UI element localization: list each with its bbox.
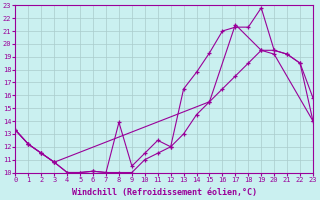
X-axis label: Windchill (Refroidissement éolien,°C): Windchill (Refroidissement éolien,°C) [72,188,257,197]
